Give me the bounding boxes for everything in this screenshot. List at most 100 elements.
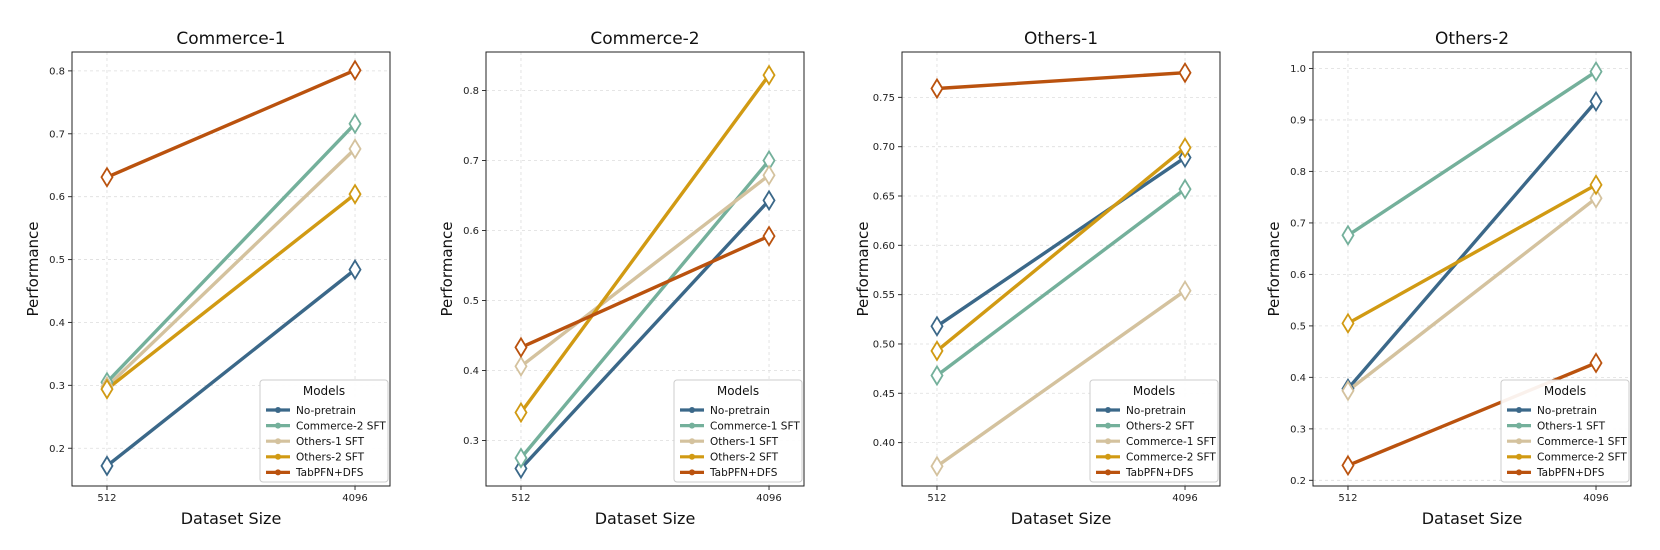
chart-4-legend-label-1: No-pretrain <box>1537 405 1597 417</box>
chart-2-legend-label-4: Others-2 SFT <box>710 452 779 464</box>
chart-2-marker-5-2 <box>762 225 776 247</box>
chart-2-axes-frame <box>485 51 805 487</box>
chart-1-legend-dot-1 <box>275 407 281 413</box>
chart-3-legend-label-2: Others-2 SFT <box>1126 420 1195 432</box>
chart-2-legend-dot-5 <box>689 469 695 476</box>
chart-2-legend-label-1: No-pretrain <box>710 405 770 417</box>
chart-1-ylabel: Performance <box>24 221 42 316</box>
chart-3-legend-label-4: Commerce-2 SFT <box>1126 452 1216 464</box>
chart-4-marker-1-2 <box>1589 90 1603 113</box>
chart-1-title: Commerce-1 <box>176 29 285 49</box>
chart-4-ytick-label: 0.5 <box>1290 321 1306 332</box>
chart-1-marker-4-1 <box>100 378 114 400</box>
chart-1-marker-5-1 <box>100 166 114 188</box>
chart-3-marker-4-2 <box>1178 136 1192 159</box>
chart-4-ytick-label: 1.0 <box>1290 64 1306 75</box>
chart-2-legend-dot-4 <box>689 453 695 460</box>
chart-3-ytick-label: 0.45 <box>873 389 895 400</box>
chart-4-legend-label-3: Commerce-1 SFT <box>1537 436 1627 448</box>
chart-4-legend-dot-5 <box>1516 469 1522 476</box>
chart-2-legend-box <box>673 379 803 483</box>
chart-4-ytick-label: 0.2 <box>1290 476 1306 487</box>
chart-1-ytick-label: 0.4 <box>49 318 65 329</box>
chart-panel-2: 0.3 0.4 0.5 0.6 0.7 0.8 512 4096 Commerce-2 Datas… <box>438 29 805 528</box>
chart-1-ytick-label: 0.7 <box>49 129 65 140</box>
chart-3-legend-box <box>1089 379 1219 483</box>
chart-1-legend-label-1: No-pretrain <box>296 405 356 417</box>
chart-3-ytick-label: 0.65 <box>873 192 895 203</box>
chart-3-legend-label-5: TabPFN+DFS <box>1125 467 1194 479</box>
chart-2-ytick-label: 0.3 <box>463 436 479 447</box>
chart-3-xlabel: Dataset Size <box>1011 509 1112 528</box>
chart-4-legend-box <box>1500 379 1630 483</box>
chart-2-ylabel: Performance <box>438 221 456 316</box>
chart-2-ytick-label: 0.5 <box>463 296 479 307</box>
chart-4-xtick-label: 512 <box>1338 493 1357 504</box>
chart-3-ylabel: Performance <box>854 221 872 316</box>
chart-4-marker-5-2 <box>1589 352 1603 374</box>
chart-1-legend-dot-4 <box>275 453 281 460</box>
chart-4-legend-dot-1 <box>1516 407 1522 413</box>
chart-3-legend-label-3: Commerce-1 SFT <box>1126 436 1216 448</box>
chart-2-marker-4-2 <box>762 64 776 86</box>
chart-3-series-line-4 <box>935 145 1187 353</box>
chart-3-marker-2-1 <box>930 364 944 387</box>
chart-4-legend-label-5: TabPFN+DFS <box>1536 467 1605 479</box>
chart-2-legend-dot-2 <box>689 422 695 429</box>
chart-2-legend-title: Models <box>717 384 759 398</box>
chart-1-marker-4-2 <box>348 183 362 205</box>
chart-4-series-line-3 <box>1346 196 1598 393</box>
chart-4-title: Others-2 <box>1435 29 1509 49</box>
chart-3-ytick-label: 0.50 <box>873 339 895 350</box>
chart-1-ytick-label: 0.5 <box>49 255 65 266</box>
chart-2-marker-4-1 <box>514 401 528 424</box>
chart-1-legend-dot-2 <box>275 422 281 429</box>
chart-1-legend-label-5: TabPFN+DFS <box>295 467 364 479</box>
chart-4-xlabel: Dataset Size <box>1422 509 1523 528</box>
chart-3-series-line-1 <box>935 155 1187 328</box>
chart-3-marker-3-1 <box>930 455 944 477</box>
chart-4-ytick-label: 0.4 <box>1290 373 1306 384</box>
chart-1-marker-2-2 <box>348 112 362 135</box>
chart-3-ytick-label: 0.75 <box>873 93 895 104</box>
chart-1-series-line-5 <box>105 68 357 179</box>
chart-3-ytick-label: 0.55 <box>873 290 895 301</box>
chart-1-marker-3-2 <box>348 138 362 160</box>
chart-4-legend-dot-3 <box>1516 438 1522 445</box>
chart-2-marker-1-2 <box>762 189 776 212</box>
chart-4-marker-4-1 <box>1341 312 1355 335</box>
chart-4-xtick-label: 4096 <box>1583 493 1608 504</box>
chart-1-xtick-label: 512 <box>97 493 116 504</box>
chart-3-xtick-label: 512 <box>927 493 946 504</box>
chart-3-marker-5-1 <box>930 77 944 100</box>
chart-1-legend-label-4: Others-2 SFT <box>296 452 365 464</box>
chart-2-xtick-label: 4096 <box>756 493 781 504</box>
chart-3-marker-1-1 <box>930 315 944 337</box>
chart-1-ytick-label: 0.6 <box>49 192 65 203</box>
chart-panel-1: 0.2 0.3 0.4 0.5 0.6 0.7 0.8 512 4096 Commerce-1 Da… <box>24 29 391 528</box>
chart-1-legend-dot-5 <box>275 469 281 476</box>
chart-2-series-line-3 <box>519 173 771 368</box>
chart-3-xtick-label: 4096 <box>1172 493 1197 504</box>
chart-4-ytick-label: 0.3 <box>1290 424 1306 435</box>
chart-1-series-line-4 <box>105 192 357 391</box>
chart-1-ytick-label: 0.2 <box>49 444 65 455</box>
chart-1-legend-title: Models <box>303 384 345 398</box>
chart-2-marker-3-1 <box>514 355 528 378</box>
chart-4-legend-title: Models <box>1544 384 1586 398</box>
chart-3-axes-frame <box>901 51 1221 487</box>
chart-1-xlabel: Dataset Size <box>181 509 282 528</box>
chart-3-series-line-5 <box>935 71 1187 91</box>
chart-4-marker-5-1 <box>1341 454 1355 477</box>
chart-panel-3: 0.40 0.45 0.50 0.55 0.60 0.65 0.70 0.75 512 4096 O… <box>854 29 1221 528</box>
chart-1-legend: Models No-pretrain Commerce-2 SFT Others-1 … <box>259 379 389 483</box>
chart-1-legend-label-3: Others-1 SFT <box>296 436 365 448</box>
chart-1-series-line-3 <box>105 147 357 389</box>
chart-2-series-line-2 <box>519 158 771 460</box>
chart-2-series-line-4 <box>519 73 771 415</box>
chart-1-ytick-label: 0.8 <box>49 66 65 77</box>
chart-3-legend-dot-3 <box>1105 438 1111 445</box>
chart-3-marker-2-2 <box>1178 178 1192 200</box>
chart-1-series-line-2 <box>105 122 357 384</box>
